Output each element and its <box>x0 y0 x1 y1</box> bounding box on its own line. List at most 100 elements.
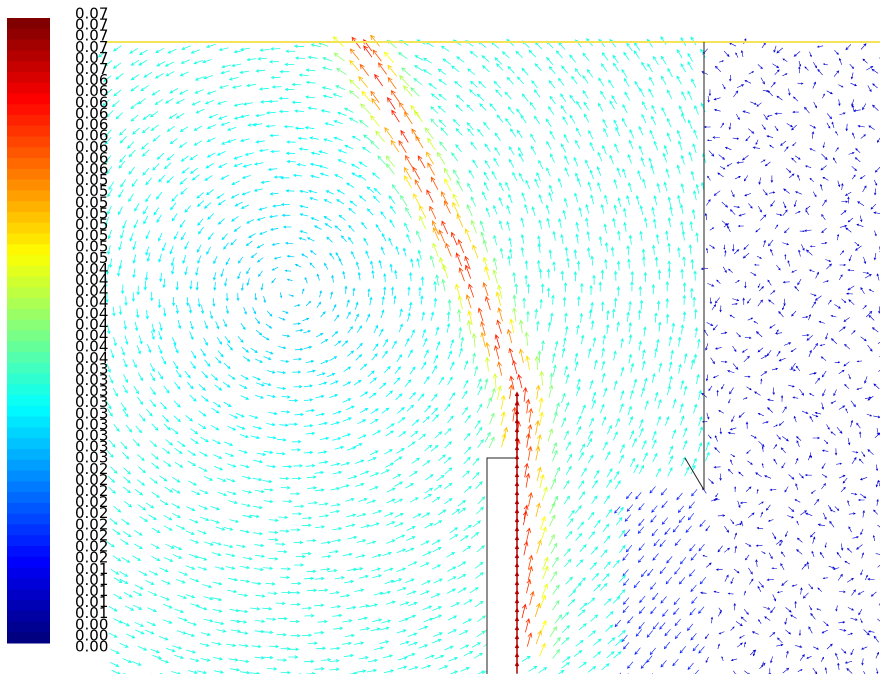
vector-arrow <box>326 191 334 195</box>
vector-arrow <box>150 292 153 301</box>
vector-arrow <box>287 152 296 155</box>
vector-arrow <box>447 312 450 322</box>
vector-arrow <box>369 393 376 398</box>
vector-arrow <box>497 320 502 333</box>
vector-arrow <box>769 520 774 522</box>
vector-arrow <box>692 489 698 496</box>
vector-arrow <box>736 114 739 119</box>
vector-arrow <box>599 282 602 291</box>
vector-arrow <box>255 293 257 300</box>
vector-arrow <box>725 575 728 582</box>
vector-arrow <box>225 278 227 286</box>
vector-arrow <box>811 613 816 619</box>
vector-arrow <box>286 50 295 53</box>
vector-arrow <box>464 361 468 370</box>
vector-arrow <box>495 148 500 156</box>
vector-arrow <box>255 620 264 623</box>
vector-arrow <box>529 50 536 57</box>
vector-arrow <box>849 152 854 154</box>
vector-arrow <box>654 196 657 205</box>
vector-arrow <box>585 160 589 169</box>
vector-arrow <box>541 341 544 351</box>
vector-arrow <box>606 480 611 488</box>
vector-arrow <box>636 630 642 637</box>
vector-arrow <box>492 172 496 180</box>
vector-arrow <box>368 604 377 607</box>
vector-arrow <box>564 198 567 207</box>
vector-arrow <box>845 561 850 564</box>
vector-arrow <box>409 667 418 670</box>
vector-arrow <box>601 302 604 311</box>
vector-arrow <box>806 206 810 209</box>
vector-arrow <box>693 297 696 307</box>
vector-arrow <box>330 591 339 594</box>
vector-arrow <box>120 136 126 143</box>
vector-arrow <box>368 458 376 462</box>
vector-arrow <box>729 269 733 272</box>
vector-arrow <box>294 385 302 388</box>
vector-arrow <box>617 287 620 296</box>
vector-arrow <box>243 175 251 178</box>
vector-arrow <box>240 434 248 437</box>
vector-arrow <box>371 568 380 571</box>
vector-arrow <box>863 306 867 310</box>
vector-arrow <box>311 175 319 178</box>
vector-arrow <box>172 195 178 202</box>
vector-arrow <box>652 106 656 115</box>
vector-arrow <box>739 472 744 476</box>
vector-arrow <box>311 251 317 255</box>
vector-arrow <box>242 205 249 209</box>
vector-arrow <box>407 591 416 595</box>
vector-arrow <box>270 60 279 63</box>
vector-arrow <box>852 175 855 179</box>
vector-arrow <box>225 336 230 343</box>
vector-arrow <box>289 423 298 426</box>
vector-arrow <box>156 74 164 79</box>
vector-arrow <box>219 116 227 119</box>
vector-arrow <box>577 178 581 187</box>
vector-arrow <box>202 585 211 588</box>
vector-arrow <box>432 366 436 374</box>
vector-arrow <box>445 442 452 448</box>
vector-arrow <box>146 310 149 319</box>
vector-arrow <box>624 579 630 586</box>
vector-arrow <box>540 475 545 489</box>
vector-arrow <box>196 267 199 275</box>
vector-arrow <box>728 593 733 595</box>
vector-arrow <box>197 245 201 252</box>
vector-arrow <box>797 550 803 555</box>
vector-arrow <box>674 608 680 615</box>
vector-arrow <box>869 315 874 320</box>
vector-arrow <box>280 576 289 579</box>
vector-arrow <box>210 520 219 523</box>
vector-arrow <box>321 361 328 364</box>
vector-arrow <box>640 232 643 241</box>
vector-arrow <box>652 374 655 383</box>
vector-arrow <box>270 193 278 196</box>
vector-arrow <box>473 473 480 480</box>
vector-arrow <box>848 197 850 203</box>
vector-arrow <box>316 395 324 398</box>
vector-arrow <box>327 373 335 376</box>
vector-arrow <box>120 643 129 647</box>
vector-arrow <box>336 86 345 90</box>
vector-arrow <box>874 253 876 260</box>
vector-arrow <box>735 280 739 283</box>
vector-arrow <box>639 622 645 629</box>
vector-arrow <box>112 670 121 674</box>
vector-arrow <box>216 321 219 328</box>
colorbar-label: 0.00 <box>75 638 108 656</box>
vector-arrow <box>433 615 442 619</box>
vector-arrow <box>631 282 634 291</box>
vector-arrow <box>718 173 724 177</box>
vector-arrow <box>865 274 871 278</box>
vector-arrow <box>729 75 731 81</box>
vector-arrow <box>135 322 138 331</box>
vector-arrow <box>133 439 139 446</box>
vector-arrow <box>331 422 339 425</box>
vector-arrow <box>639 428 643 437</box>
vector-arrow <box>756 228 760 232</box>
vector-arrow <box>602 53 608 61</box>
vector-arrow <box>523 388 527 402</box>
vector-arrow <box>381 212 386 219</box>
